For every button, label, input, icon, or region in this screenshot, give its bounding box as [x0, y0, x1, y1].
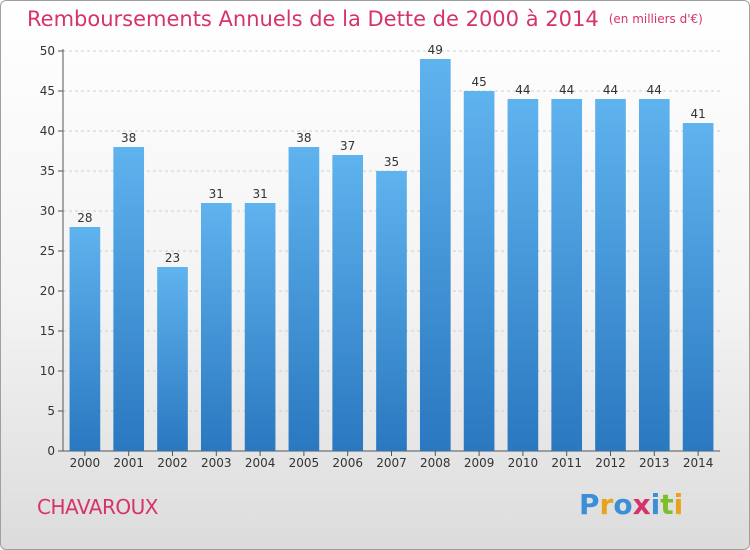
bar-2014	[682, 123, 714, 451]
y-tick-label: 30	[40, 204, 55, 218]
bar-2004	[244, 203, 276, 451]
logo-letter: P	[579, 488, 600, 521]
bars	[69, 59, 714, 451]
x-tick-label-2004: 2004	[245, 456, 276, 470]
x-tick-label-2006: 2006	[332, 456, 363, 470]
y-tick-label: 10	[40, 364, 55, 378]
y-tick-label: 40	[40, 124, 55, 138]
value-label-2001: 38	[121, 131, 136, 145]
bar-2001	[113, 147, 145, 451]
value-label-2005: 38	[296, 131, 311, 145]
logo-letter: i	[673, 488, 684, 521]
bar-2003	[200, 203, 232, 451]
bar-2007	[376, 171, 407, 451]
y-tick-label: 20	[40, 284, 55, 298]
x-tick-label-2001: 2001	[113, 456, 144, 470]
value-label-2011: 44	[559, 83, 574, 97]
bar-2000	[69, 227, 101, 451]
y-tick-label: 35	[40, 164, 55, 178]
bar-2011	[551, 99, 583, 451]
value-label-2008: 49	[428, 43, 443, 57]
bar-2008	[419, 59, 451, 451]
chart-unit: (en milliers d'€)	[608, 12, 703, 26]
bar-2012	[595, 99, 626, 451]
y-tick-label: 50	[40, 44, 55, 58]
value-label-2000: 28	[77, 211, 92, 225]
commune-name: CHAVAROUX	[37, 495, 158, 519]
proxiti-logo: Proxiti	[579, 488, 683, 521]
chart-title-text: Remboursements Annuels de la Dette de 20…	[27, 7, 599, 31]
bar-2010	[507, 99, 539, 451]
x-tick-label-2008: 2008	[420, 456, 451, 470]
chart-title: Remboursements Annuels de la Dette de 20…	[27, 7, 703, 31]
y-tick-label: 0	[47, 444, 55, 458]
value-label-2014: 41	[690, 107, 705, 121]
bar-2002	[157, 267, 188, 451]
logo-letter: i	[650, 488, 661, 521]
x-tick-label-2011: 2011	[551, 456, 582, 470]
logo-letter: x	[632, 488, 651, 521]
value-label-2013: 44	[647, 83, 662, 97]
value-label-2012: 44	[603, 83, 618, 97]
x-tick-label-2002: 2002	[157, 456, 188, 470]
x-tick-label-2013: 2013	[639, 456, 670, 470]
x-tick-label-2010: 2010	[508, 456, 539, 470]
x-tick-label-2000: 2000	[70, 456, 101, 470]
x-tick-label-2012: 2012	[595, 456, 626, 470]
value-label-2002: 23	[165, 251, 180, 265]
y-tick-label: 45	[40, 84, 55, 98]
value-label-2003: 31	[209, 187, 224, 201]
logo-letter: t	[660, 488, 674, 521]
x-tick-label-2014: 2014	[683, 456, 714, 470]
value-label-2010: 44	[515, 83, 530, 97]
bar-2009	[463, 91, 495, 451]
value-label-2009: 45	[471, 75, 486, 89]
bar-2013	[638, 99, 670, 451]
x-tick-label-2003: 2003	[201, 456, 232, 470]
x-tick-label-2005: 2005	[289, 456, 320, 470]
x-tick-label-2007: 2007	[376, 456, 407, 470]
y-tick-label: 25	[40, 244, 55, 258]
value-label-2004: 31	[252, 187, 267, 201]
value-label-2006: 37	[340, 139, 355, 153]
labels: 0 5 10 15 20 25 30 35 40 45 50 28 2000 38 2001 23 2002 31…	[40, 43, 714, 470]
bar-2005	[288, 147, 320, 451]
y-tick-label: 15	[40, 324, 55, 338]
logo-letter: o	[613, 488, 633, 521]
x-tick-label-2009: 2009	[464, 456, 495, 470]
y-tick-label: 5	[47, 404, 55, 418]
logo-letter: r	[599, 488, 614, 521]
bar-2006	[332, 155, 364, 451]
value-label-2007: 35	[384, 155, 399, 169]
